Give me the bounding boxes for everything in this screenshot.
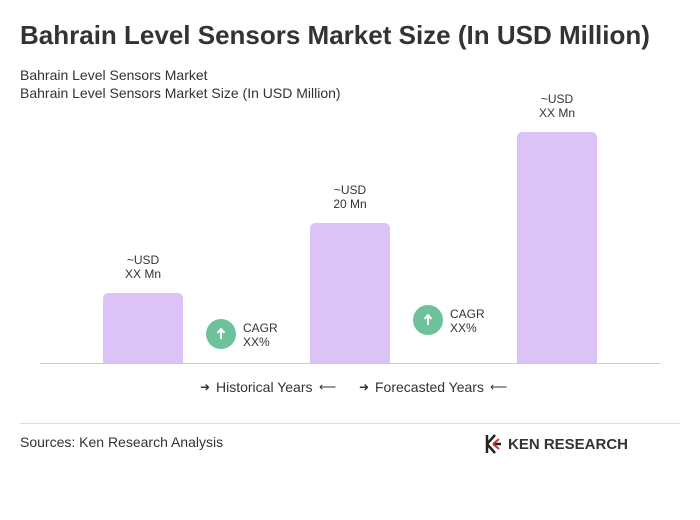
source: Sources: Ken Research Analysis (20, 434, 223, 450)
logo-text: KEN RESEARCH (508, 436, 628, 453)
chart-title: Bahrain Level Sensors Market Size (In US… (20, 20, 650, 50)
logo: KEN RESEARCH (485, 434, 628, 454)
logo-mark (492, 438, 500, 450)
value-label: XX Mn (539, 106, 575, 120)
subtitle: Bahrain Level Sensors Market (20, 67, 208, 83)
value-label: ~USD (334, 183, 367, 197)
legend: ➜ Historical Years ⟵ ➜ Forecasted Years … (200, 379, 507, 395)
logo-mark (485, 434, 501, 454)
value-label: 20 Mn (333, 197, 366, 211)
cagr-label: CAGR (243, 321, 278, 335)
cagr-arrow (216, 327, 226, 339)
cagr-value: XX% (243, 335, 270, 349)
legend-arrow: ⟵ (490, 380, 507, 394)
legend-label: Historical Years (216, 379, 313, 395)
value-label: XX Mn (125, 267, 161, 281)
bar (310, 223, 390, 363)
legend-arrow: ⟵ (319, 380, 336, 394)
cagr-value: XX% (450, 321, 477, 335)
value-label: ~USD (541, 92, 574, 106)
legend-arrow: ➜ (200, 380, 210, 394)
subtitle: Bahrain Level Sensors Market Size (In US… (20, 85, 341, 101)
cagr-label: CAGR (450, 307, 485, 321)
value-label: ~USD (127, 253, 160, 267)
bar (517, 132, 597, 363)
cagr-arrow (423, 313, 433, 325)
legend-label: Forecasted Years (375, 379, 484, 395)
legend-arrow: ➜ (359, 380, 369, 394)
bar (103, 293, 183, 363)
